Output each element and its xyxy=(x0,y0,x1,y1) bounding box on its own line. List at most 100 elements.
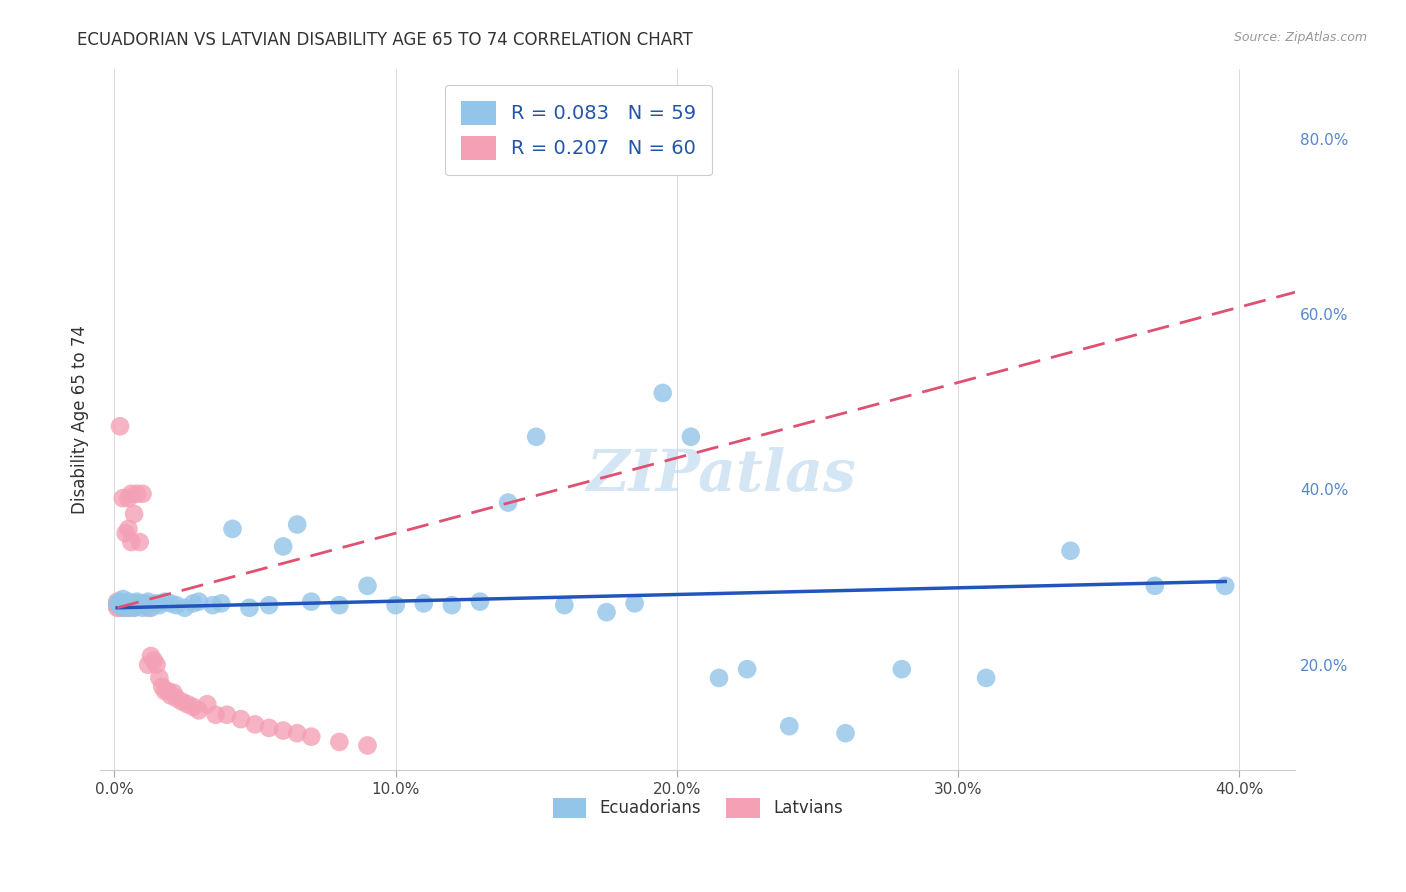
Point xyxy=(974,671,997,685)
Point xyxy=(111,598,134,612)
Point xyxy=(215,707,238,722)
Point xyxy=(162,686,184,700)
Point xyxy=(285,726,308,740)
Point xyxy=(187,594,209,608)
Point xyxy=(156,684,179,698)
Point xyxy=(299,730,322,744)
Point xyxy=(105,596,128,610)
Point xyxy=(195,698,218,712)
Point xyxy=(328,598,350,612)
Text: Source: ZipAtlas.com: Source: ZipAtlas.com xyxy=(1233,31,1367,45)
Point xyxy=(468,594,491,608)
Point xyxy=(120,535,142,549)
Point xyxy=(128,535,150,549)
Point xyxy=(150,680,173,694)
Point xyxy=(187,703,209,717)
Point xyxy=(412,596,434,610)
Point xyxy=(128,598,150,612)
Text: ZIPatlas: ZIPatlas xyxy=(586,447,856,504)
Point xyxy=(271,540,294,554)
Point xyxy=(131,598,153,612)
Point xyxy=(117,522,139,536)
Point xyxy=(131,596,153,610)
Point xyxy=(328,735,350,749)
Point xyxy=(238,600,260,615)
Point xyxy=(120,598,142,612)
Point xyxy=(553,598,575,612)
Point xyxy=(623,596,645,610)
Point xyxy=(131,487,153,501)
Point xyxy=(142,653,165,667)
Point xyxy=(1143,579,1166,593)
Point xyxy=(114,596,136,610)
Point xyxy=(165,691,187,706)
Point xyxy=(173,600,195,615)
Y-axis label: Disability Age 65 to 74: Disability Age 65 to 74 xyxy=(72,325,89,514)
Point xyxy=(170,695,193,709)
Point xyxy=(356,739,378,753)
Point xyxy=(285,517,308,532)
Point xyxy=(105,600,128,615)
Point xyxy=(834,726,856,740)
Point xyxy=(120,598,142,612)
Point xyxy=(148,671,170,685)
Point xyxy=(139,648,162,663)
Point xyxy=(153,594,176,608)
Point xyxy=(111,491,134,505)
Point xyxy=(299,594,322,608)
Point xyxy=(134,596,156,610)
Point xyxy=(122,598,145,612)
Point xyxy=(114,598,136,612)
Point xyxy=(136,594,159,608)
Point xyxy=(125,596,148,610)
Point xyxy=(257,598,280,612)
Point xyxy=(524,430,547,444)
Point xyxy=(114,526,136,541)
Point xyxy=(125,594,148,608)
Point xyxy=(111,596,134,610)
Point xyxy=(117,600,139,615)
Point xyxy=(221,522,243,536)
Point xyxy=(243,717,266,731)
Point xyxy=(440,598,463,612)
Point xyxy=(108,598,131,612)
Point xyxy=(117,600,139,615)
Legend: Ecuadorians, Latvians: Ecuadorians, Latvians xyxy=(547,791,849,825)
Point xyxy=(356,579,378,593)
Point xyxy=(111,600,134,615)
Point xyxy=(1059,543,1081,558)
Point xyxy=(117,491,139,505)
Point xyxy=(209,596,232,610)
Point xyxy=(120,596,142,610)
Point xyxy=(134,598,156,612)
Point xyxy=(651,386,673,401)
Point xyxy=(128,598,150,612)
Point xyxy=(122,507,145,521)
Point xyxy=(114,600,136,615)
Point xyxy=(204,707,226,722)
Point xyxy=(159,689,181,703)
Point xyxy=(165,598,187,612)
Point xyxy=(114,598,136,612)
Point xyxy=(181,596,204,610)
Point xyxy=(117,594,139,608)
Point xyxy=(153,684,176,698)
Point xyxy=(176,698,198,712)
Point xyxy=(108,598,131,612)
Point xyxy=(679,430,702,444)
Point xyxy=(111,600,134,615)
Point xyxy=(136,657,159,672)
Point xyxy=(105,598,128,612)
Point xyxy=(890,662,912,676)
Point xyxy=(131,600,153,615)
Point xyxy=(108,419,131,434)
Point xyxy=(1213,579,1236,593)
Point xyxy=(159,596,181,610)
Point xyxy=(122,598,145,612)
Point xyxy=(257,721,280,735)
Point xyxy=(145,657,167,672)
Point xyxy=(125,596,148,610)
Text: ECUADORIAN VS LATVIAN DISABILITY AGE 65 TO 74 CORRELATION CHART: ECUADORIAN VS LATVIAN DISABILITY AGE 65 … xyxy=(77,31,693,49)
Point xyxy=(120,487,142,501)
Point xyxy=(145,596,167,610)
